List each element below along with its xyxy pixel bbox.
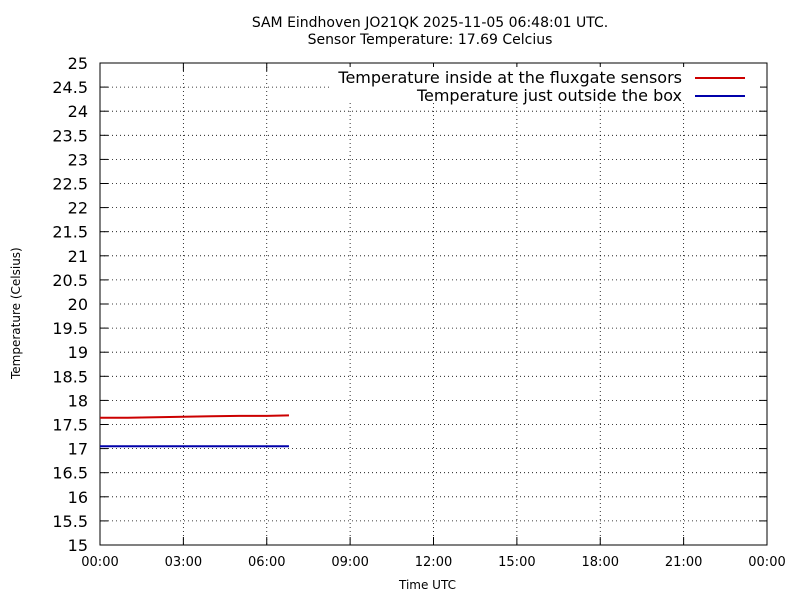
y-tick-label: 22.5 (52, 175, 88, 194)
x-tick-label: 00:00 (748, 555, 785, 570)
grid-lines (100, 63, 767, 545)
y-tick-label: 16 (68, 488, 88, 507)
series-line-1 (100, 415, 289, 417)
y-tick-label: 19.5 (52, 319, 88, 338)
y-tick-label: 17.5 (52, 416, 88, 435)
y-tick-label: 24.5 (52, 78, 88, 97)
y-tick-label: 24 (68, 102, 88, 121)
x-tick-label: 12:00 (415, 555, 452, 570)
x-tick-label: 03:00 (165, 555, 202, 570)
y-tick-label: 20 (68, 295, 88, 314)
legend-label-1: Temperature inside at the fluxgate senso… (337, 68, 682, 87)
y-tick-label: 20.5 (52, 271, 88, 290)
x-tick-labels: 00:00 03:00 06:00 09:00 12:00 15:00 18:00 21:00… (81, 555, 785, 570)
x-tick-label: 21:00 (665, 555, 702, 570)
y-tick-label: 18 (68, 391, 88, 410)
y-tick-label: 17 (68, 440, 88, 459)
y-tick-label: 23 (68, 150, 88, 169)
x-tick-label: 00:00 (81, 555, 118, 570)
y-tick-label: 25 (68, 54, 88, 73)
x-tick-label: 09:00 (331, 555, 368, 570)
y-tick-label: 16.5 (52, 464, 88, 483)
y-tick-labels: 15 15.5 16 16.5 17 17.5 18 18.5 19 19.5 20 20.5 21 21… (52, 54, 88, 555)
y-tick-label: 23.5 (52, 126, 88, 145)
y-tick-label: 18.5 (52, 367, 88, 386)
legend-label-2: Temperature just outside the box (416, 86, 682, 105)
y-tick-label: 21 (68, 247, 88, 266)
y-tick-label: 21.5 (52, 223, 88, 242)
y-tick-label: 15.5 (52, 512, 88, 531)
series-group (100, 415, 289, 446)
x-tick-label: 18:00 (582, 555, 619, 570)
y-tick-label: 22 (68, 199, 88, 218)
y-axis-title: Temperature (Celsius) (9, 247, 23, 379)
legend: Temperature inside at the fluxgate senso… (330, 67, 760, 105)
x-tick-label: 15:00 (498, 555, 535, 570)
x-tick-label: 06:00 (248, 555, 285, 570)
y-tick-label: 15 (68, 536, 88, 555)
y-tick-label: 19 (68, 343, 88, 362)
x-axis-title: Time UTC (399, 578, 456, 592)
